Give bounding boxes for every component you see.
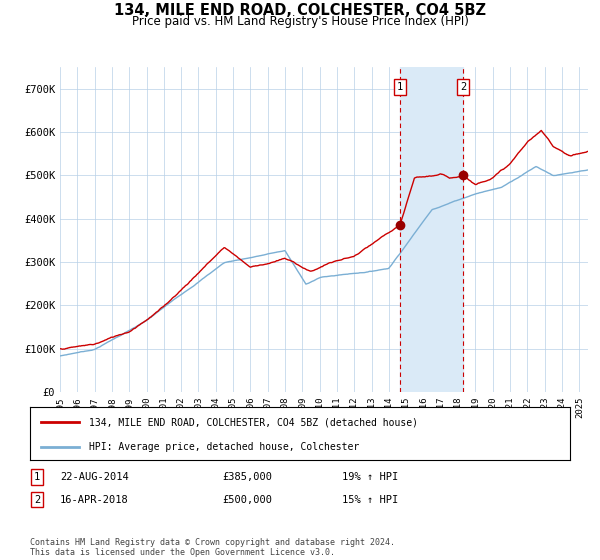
- Text: Price paid vs. HM Land Registry's House Price Index (HPI): Price paid vs. HM Land Registry's House …: [131, 15, 469, 27]
- Bar: [400, 67, 463, 392]
- Text: £385,000: £385,000: [222, 472, 272, 482]
- Text: HPI: Average price, detached house, Colchester: HPI: Average price, detached house, Colc…: [89, 442, 359, 452]
- Text: 15% ↑ HPI: 15% ↑ HPI: [342, 494, 398, 505]
- Text: 134, MILE END ROAD, COLCHESTER, CO4 5BZ: 134, MILE END ROAD, COLCHESTER, CO4 5BZ: [114, 3, 486, 18]
- Text: Contains HM Land Registry data © Crown copyright and database right 2024.
This d: Contains HM Land Registry data © Crown c…: [30, 538, 395, 557]
- Text: 19% ↑ HPI: 19% ↑ HPI: [342, 472, 398, 482]
- Text: 22-AUG-2014: 22-AUG-2014: [60, 472, 129, 482]
- Text: 134, MILE END ROAD, COLCHESTER, CO4 5BZ (detached house): 134, MILE END ROAD, COLCHESTER, CO4 5BZ …: [89, 417, 418, 427]
- Text: 1: 1: [397, 82, 403, 92]
- Text: 16-APR-2018: 16-APR-2018: [60, 494, 129, 505]
- Text: 2: 2: [34, 494, 40, 505]
- Text: 1: 1: [34, 472, 40, 482]
- Text: 2: 2: [460, 82, 466, 92]
- Text: £500,000: £500,000: [222, 494, 272, 505]
